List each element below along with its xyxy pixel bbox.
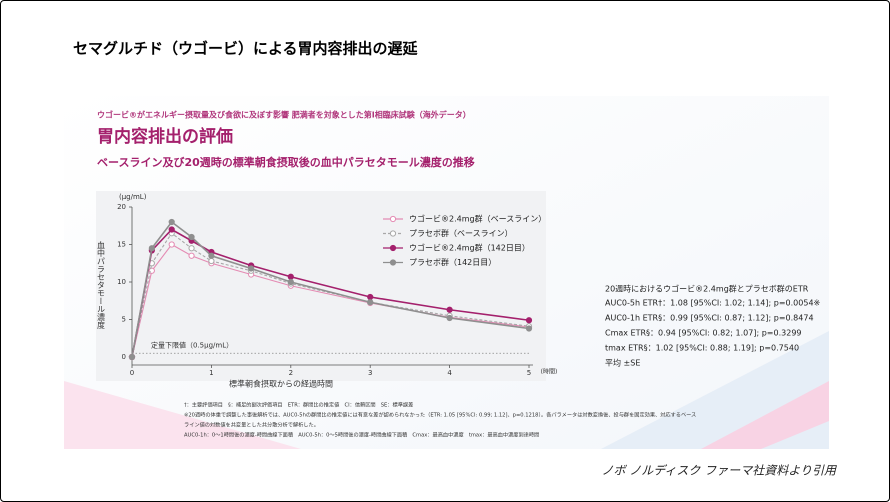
- data-point: [287, 278, 294, 286]
- data-point: [248, 265, 255, 272]
- decor: [701, 381, 829, 449]
- x-label: 標準朝食摂取からの経過時間: [229, 379, 333, 389]
- data-point: [208, 252, 215, 259]
- data-point: [168, 226, 175, 233]
- etr-title: 20週時におけるウゴービ®2.4mg群とプラセボ群のETR: [605, 284, 809, 294]
- legend-label: ウゴービ®2.4mg群（ベースライン）: [409, 214, 546, 224]
- x-tick-label: 3: [368, 369, 372, 377]
- data-point: [168, 241, 175, 248]
- footnote: ※20週時の体重で調整した事後解析では、AUC0-5hの群間比の推定値には有意な…: [184, 411, 696, 419]
- x-unit: (時間): [541, 368, 558, 376]
- data-point: [446, 306, 453, 313]
- legend-label: プラセボ群（ベースライン）: [409, 228, 513, 238]
- lloq-label: 定量下限値（0.5μg/mL）: [151, 340, 233, 349]
- data-point: [525, 317, 533, 324]
- legend-marker: [389, 259, 397, 266]
- data-point: [367, 293, 374, 301]
- legend-marker: [389, 230, 397, 237]
- footnote: ライン値の対数値を共変量とした共分散分析で解析した。: [184, 421, 319, 429]
- series-line: [131, 232, 530, 358]
- etr-line: tmax ETR§：1.02 [95%CI: 0.88; 1.19]; p=0.…: [605, 344, 799, 353]
- footnote: †：主要評価項目 §：補足的副次評価項目 ETR：群間比の推定値 CI：信頼区間…: [184, 401, 413, 409]
- series-line: [131, 228, 530, 358]
- footnote: AUC0-1h：0～1時間後の濃度-時間曲線下面積 AUC0-5h：0～5時間後…: [184, 431, 539, 439]
- data-point: [148, 267, 155, 274]
- data-point: [128, 353, 136, 361]
- y-tick-label: 5: [122, 316, 126, 324]
- y-tick-label: 20: [117, 203, 126, 211]
- data-point: [188, 252, 195, 259]
- legend-label: プラセボ群（142日目）: [409, 257, 496, 267]
- header-subtitle: ベースライン及び20週時の標準朝食摂取後の血中パラセタモール濃度の推移: [97, 155, 475, 169]
- data-point: [525, 325, 533, 332]
- x-tick-label: 5: [527, 369, 531, 377]
- data-point: [148, 245, 155, 252]
- y-tick-label: 10: [117, 278, 126, 286]
- y-tick-label: 0: [122, 353, 126, 361]
- series-line: [131, 220, 530, 358]
- kicker: ウゴービ®がエネルギー摂取量及び食欲に及ぼす影響 肥満者を対象とした第I相臨床試…: [97, 110, 471, 120]
- etr-line: Cmax ETR§：0.94 [95%CI: 0.82; 1.07]; p=0.…: [605, 329, 802, 338]
- data-point: [208, 257, 215, 265]
- source: ノボ ノルディスク ファーマ社資料より引用: [601, 464, 837, 478]
- legend-marker: [389, 215, 397, 223]
- header-title: 胃内容排出の評価: [97, 126, 233, 147]
- data-point: [446, 314, 453, 322]
- decor: [64, 381, 301, 449]
- x-tick-label: 4: [447, 369, 452, 377]
- y-tick-label: 15: [117, 241, 126, 249]
- data-point: [168, 218, 175, 226]
- y-unit: (μg/mL): [119, 193, 147, 201]
- y-label: 血中パラセタモール濃度: [97, 240, 106, 330]
- etr-line: AUC0-1h ETR§：0.99 [95%CI: 0.87; 1.12]; p…: [605, 314, 814, 323]
- data-point: [188, 245, 195, 252]
- data-point: [188, 233, 195, 241]
- etr-line: 平均 ±SE: [605, 358, 640, 368]
- slide-title: セマグルチド（ウゴービ）による胃内容排出の遅延: [73, 40, 419, 58]
- x-tick-label: 0: [130, 369, 134, 377]
- legend-label: ウゴービ®2.4mg群（142日目）: [409, 243, 530, 253]
- etr-line: AUC0-5h ETR†：1.08 [95%CI: 1.02; 1.14]; p…: [605, 299, 820, 308]
- x-tick-label: 2: [289, 369, 293, 377]
- data-point: [367, 299, 374, 306]
- x-tick-label: 1: [209, 369, 213, 377]
- legend-marker: [389, 244, 397, 252]
- data-point: [287, 273, 294, 280]
